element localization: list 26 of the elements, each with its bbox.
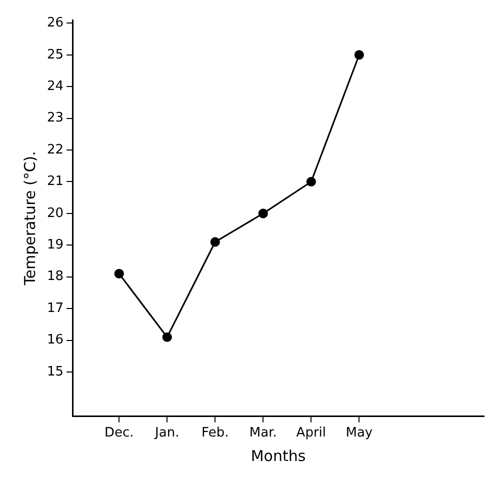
- y-tick-label: 16: [46, 332, 64, 348]
- y-tick-label: 25: [46, 47, 64, 62]
- y-tick-label: 20: [46, 206, 64, 221]
- x-tick-label: May: [346, 426, 373, 441]
- point: [162, 332, 172, 342]
- x-tick-label: Feb.: [202, 426, 229, 441]
- point: [258, 208, 268, 218]
- y-tick-label: 22: [46, 142, 64, 158]
- x-tick-label: Dec.: [104, 426, 134, 441]
- y-tick-label: 17: [46, 300, 64, 316]
- point: [354, 50, 364, 60]
- y-tick-label: 26: [46, 16, 64, 31]
- y-tick-label: 21: [46, 174, 64, 190]
- y-tick-label: 23: [46, 110, 64, 126]
- y-axis-title: Temperature (°C).: [20, 151, 39, 286]
- x-tick-label: Jan.: [154, 426, 180, 441]
- y-tick-label: 19: [46, 238, 64, 253]
- x-axis-title: Months: [250, 446, 306, 465]
- y-tick-label: 24: [46, 78, 64, 94]
- x-tick-label: Mar.: [249, 426, 277, 441]
- point: [210, 237, 220, 247]
- x-tick-label: April: [296, 426, 326, 441]
- y-tick-label: 15: [46, 364, 64, 380]
- point: [306, 176, 316, 187]
- point: [114, 268, 124, 278]
- y-tick-label: 18: [46, 269, 64, 284]
